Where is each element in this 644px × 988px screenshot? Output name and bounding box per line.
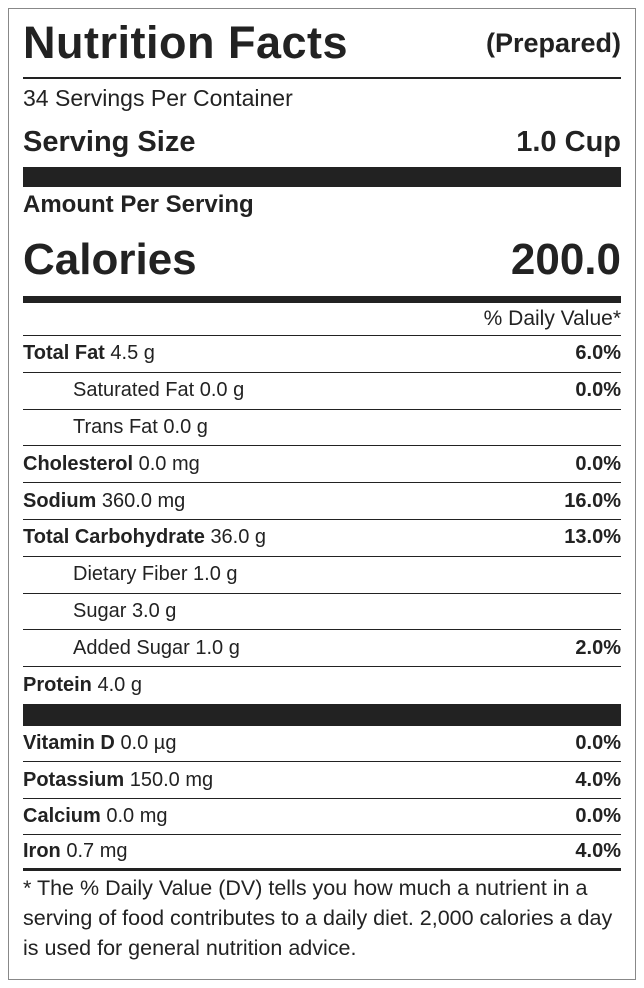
nutrient-row: Protein 4.0 g [23, 667, 621, 727]
nutrient: Added Sugar 1.0 g [23, 637, 240, 660]
nutrient-name: Saturated Fat [73, 379, 195, 402]
nutrient: Total Carbohydrate 36.0 g [23, 526, 266, 549]
nutrient-row: Cholesterol 0.0 mg 0.0% [23, 446, 621, 484]
calories-row: Calories 200.0 [23, 223, 621, 303]
amount-row: Amount Per Serving [23, 187, 621, 223]
header: Nutrition Facts (Prepared) [23, 9, 621, 79]
nutrient-amount: 360.0 mg [101, 489, 186, 512]
nutrient-row: Sugar 3.0 g [23, 594, 621, 631]
nutrient-row: Added Sugar 1.0 g 2.0% [23, 630, 621, 668]
calories-value: 200.0 [510, 234, 621, 284]
nutrient-amount: 0.0 g [199, 379, 245, 402]
nutrient-amount: 4.0 g [97, 674, 142, 697]
nutrient-name: Added Sugar [73, 636, 190, 659]
nutrient-name: Calcium [23, 804, 101, 827]
nutrients: Total Fat 4.5 g 6.0% Saturated Fat 0.0 g 0.… [23, 336, 621, 727]
calories-label: Calories [23, 234, 197, 284]
nutrient-name: Iron [23, 840, 61, 863]
nutrient-row: Total Fat 4.5 g 6.0% [23, 336, 621, 373]
nutrient-amount: 4.5 g [110, 342, 155, 365]
nutrient: Total Fat 4.5 g [23, 342, 155, 365]
daily-value: 0.0% [575, 804, 621, 827]
nutrient: Iron 0.7 mg [23, 840, 128, 863]
variant: (Prepared) [485, 27, 621, 58]
nutrient: Calcium 0.0 mg [23, 805, 168, 828]
nutrient-name: Cholesterol [23, 452, 134, 475]
nutrient-name: Total Carbohydrate [23, 526, 205, 549]
nutrient-row: Iron 0.7 mg 4.0% [23, 835, 621, 872]
daily-value: 4.0% [575, 768, 621, 791]
nutrient-amount: 1.0 g [195, 636, 240, 659]
nutrient: Vitamin D 0.0 µg [23, 732, 176, 755]
nutrient: Potassium 150.0 mg [23, 769, 213, 792]
dv-header-row: % Daily Value* [23, 303, 621, 336]
nutrient-name: Protein [23, 674, 92, 697]
serving-size-label: Serving Size [23, 125, 196, 158]
footnote: * The % Daily Value (DV) tells you how m… [23, 876, 613, 961]
nutrient-name: Potassium [23, 768, 125, 791]
nutrient: Protein 4.0 g [23, 674, 142, 697]
nutrient-name: Dietary Fiber [73, 563, 188, 586]
title: Nutrition Facts [23, 17, 349, 68]
nutrient: Trans Fat 0.0 g [23, 416, 208, 439]
vitamins: Vitamin D 0.0 µg 0.0% Potassium 150.0 mg 4.… [23, 726, 621, 872]
daily-value: 13.0% [564, 526, 621, 549]
nutrient-name: Sodium [23, 489, 97, 512]
daily-value: 0.0% [575, 452, 621, 475]
servings: 34 Servings Per Container [23, 84, 293, 111]
nutrient-name: Trans Fat [73, 415, 158, 438]
nutrition-label: Nutrition Facts (Prepared) 34 Servings P… [8, 8, 636, 980]
daily-value: 6.0% [575, 342, 621, 365]
nutrient-amount: 0.0 mg [106, 804, 168, 827]
nutrient-row: Trans Fat 0.0 g [23, 410, 621, 447]
nutrient-name: Vitamin D [23, 732, 115, 755]
serving-size-value: 1.0 Cup [516, 125, 621, 158]
servings-row: 34 Servings Per Container [23, 79, 621, 117]
nutrient-row: Saturated Fat 0.0 g 0.0% [23, 373, 621, 410]
daily-value: 4.0% [575, 840, 621, 863]
daily-value: 0.0% [575, 732, 621, 755]
nutrient-row: Vitamin D 0.0 µg 0.0% [23, 726, 621, 763]
nutrient: Saturated Fat 0.0 g [23, 379, 244, 402]
amount-per-serving: Amount Per Serving [23, 191, 254, 218]
nutrient-amount: 0.7 mg [66, 840, 128, 863]
daily-value: 0.0% [575, 379, 621, 402]
nutrient: Cholesterol 0.0 mg [23, 453, 200, 476]
nutrient-name: Sugar [73, 599, 127, 622]
nutrient-name: Total Fat [23, 342, 105, 365]
nutrient-amount: 0.0 mg [138, 452, 200, 475]
nutrient-row: Potassium 150.0 mg 4.0% [23, 762, 621, 799]
nutrient-row: Sodium 360.0 mg 16.0% [23, 483, 621, 520]
dv-header: % Daily Value* [483, 307, 621, 330]
daily-value: 16.0% [564, 489, 621, 512]
serving-size-row: Serving Size 1.0 Cup [23, 117, 621, 187]
nutrient-amount: 3.0 g [131, 599, 177, 622]
nutrient-row: Calcium 0.0 mg 0.0% [23, 799, 621, 835]
nutrient-row: Dietary Fiber 1.0 g [23, 557, 621, 594]
nutrient-amount: 1.0 g [193, 563, 238, 586]
nutrient-amount: 36.0 g [210, 526, 267, 549]
nutrient-amount: 0.0 µg [120, 732, 177, 755]
nutrient-amount: 0.0 g [163, 415, 208, 438]
nutrient: Sugar 3.0 g [23, 600, 176, 623]
daily-value: 2.0% [575, 636, 621, 659]
nutrient: Sodium 360.0 mg [23, 490, 185, 513]
nutrient: Dietary Fiber 1.0 g [23, 563, 238, 586]
nutrient-row: Total Carbohydrate 36.0 g 13.0% [23, 520, 621, 557]
nutrient-amount: 150.0 mg [129, 768, 214, 791]
